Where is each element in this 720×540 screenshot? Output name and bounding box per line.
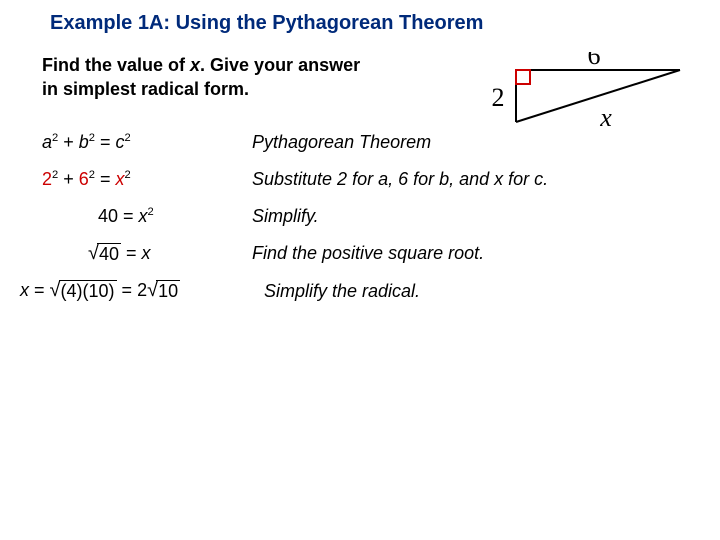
problem-prompt: Find the value of x. Give your answer in… [42, 53, 362, 102]
step2-equation: 22 + 62 = x2 [42, 169, 252, 190]
step3-lhs: 40 [98, 206, 118, 226]
step1-b: b [79, 132, 89, 152]
step-row-4: √40 = x Find the positive square root. [42, 243, 700, 265]
figure-top-label: 6 [588, 52, 601, 70]
step1-equation: a2 + b2 = c2 [42, 132, 252, 153]
step5-p: 4 [67, 281, 77, 301]
step4-reason: Find the positive square root. [252, 243, 484, 264]
figure-hyp-label: x [599, 103, 612, 132]
step4-arg: 40 [97, 243, 121, 265]
step-row-5: x = √(4)(10) = 2√10 Simplify the radical… [20, 280, 700, 302]
example-title: Example 1A: Using the Pythagorean Theore… [50, 12, 700, 35]
triangle-hypotenuse [516, 70, 680, 122]
triangle-diagram: 6 2 x [480, 52, 690, 187]
prompt-variable-x: x [190, 55, 200, 75]
step-row-3: 40 = x2 Simplify. [42, 206, 700, 227]
step5-reason: Simplify the radical. [264, 281, 420, 302]
step1-c: c [116, 132, 125, 152]
step5-x: x [20, 280, 29, 300]
figure-left-label: 2 [492, 83, 505, 112]
step1-a: a [42, 132, 52, 152]
step5-r: 10 [156, 280, 180, 302]
step1-reason: Pythagorean Theorem [252, 132, 431, 153]
step5-coef: 2 [137, 280, 147, 300]
step3-equation: 40 = x2 [42, 206, 252, 227]
step2-b: 6 [79, 169, 89, 189]
step2-a: 2 [42, 169, 52, 189]
sqrt-icon: √10 [147, 280, 180, 302]
prompt-part1: Find the value of [42, 55, 190, 75]
triangle-svg: 6 2 x [480, 52, 690, 182]
right-angle-icon [516, 70, 530, 84]
sqrt-icon: √40 [88, 243, 121, 265]
step2-c: x [116, 169, 125, 189]
step4-equation: √40 = x [42, 243, 252, 265]
step3-reason: Simplify. [252, 206, 319, 227]
sqrt-icon: √(4)(10) [50, 280, 117, 302]
step3-rhs: x [139, 206, 148, 226]
step5-q: 10 [89, 281, 109, 301]
step5-equation: x = √(4)(10) = 2√10 [20, 280, 264, 302]
step4-rhs: x [142, 243, 151, 263]
